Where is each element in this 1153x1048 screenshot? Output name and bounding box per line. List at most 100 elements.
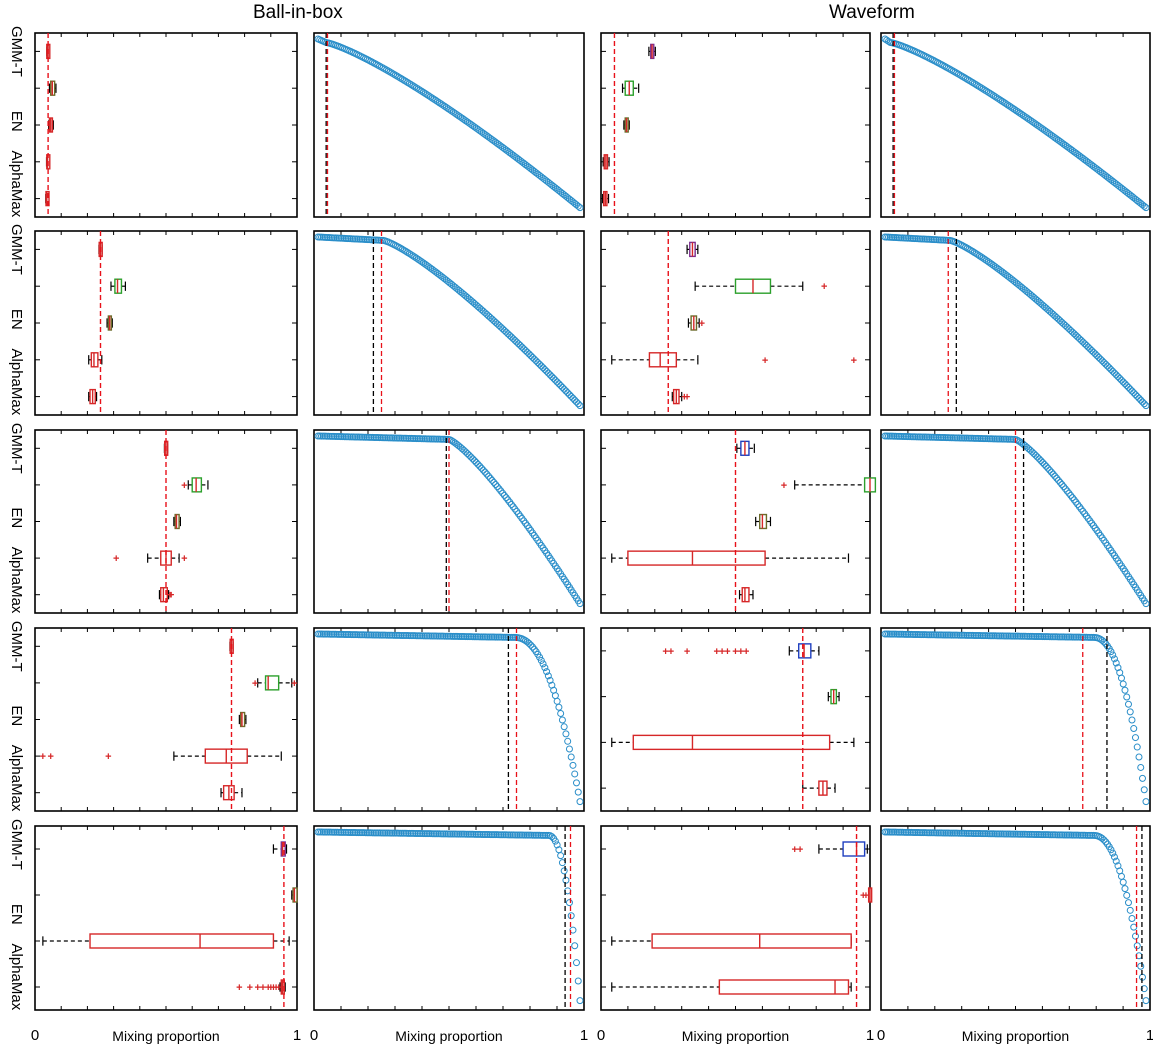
- outlier-marker: +: [105, 751, 111, 763]
- curve-point: [388, 69, 396, 77]
- curve-point: [485, 472, 493, 480]
- outlier-marker: +: [821, 281, 827, 293]
- x-axis-label: Mixing proportion: [682, 1028, 789, 1044]
- curve-point: [1095, 353, 1103, 361]
- outlier-marker: +: [684, 646, 690, 658]
- x-tick-label-max: 1: [1146, 1027, 1153, 1044]
- curve-point: [1117, 376, 1125, 384]
- curve-point: [1121, 686, 1129, 694]
- curve-point: [488, 476, 496, 484]
- curve-point: [511, 336, 519, 344]
- outlier-marker: +: [168, 590, 174, 602]
- curve-point: [435, 99, 443, 107]
- curve-point: [1105, 364, 1113, 372]
- curve-point: [576, 204, 584, 212]
- curve-point: [562, 730, 570, 738]
- box: [648, 352, 678, 368]
- curve-point: [1032, 451, 1040, 459]
- curve-point: [1030, 119, 1038, 127]
- curve-point: [963, 75, 971, 83]
- curve-point: [414, 255, 422, 263]
- curve-point: [411, 253, 419, 261]
- curve-point: [1103, 362, 1111, 370]
- curve-point: [495, 485, 503, 493]
- curve-point: [546, 676, 554, 684]
- curve-point: [1014, 108, 1022, 116]
- curve-point: [572, 959, 580, 967]
- curve-point: [1142, 600, 1150, 608]
- curve-point: [1068, 328, 1076, 336]
- curve-point: [548, 833, 556, 841]
- curve-point: [434, 98, 442, 106]
- curve-point: [991, 93, 999, 101]
- curve-point: [525, 350, 533, 358]
- curve-point: [571, 396, 579, 404]
- curve-point: [409, 82, 417, 90]
- curve-point: [500, 491, 508, 499]
- curve-point: [476, 462, 484, 470]
- curve-point: [1046, 466, 1054, 474]
- curve-point: [1121, 380, 1129, 388]
- curve-point: [1131, 391, 1139, 399]
- outlier-marker: +: [40, 751, 46, 763]
- curve-point: [1114, 373, 1122, 381]
- curve-point: [541, 664, 549, 672]
- panel-frame-r1-c2: [313, 32, 585, 218]
- curve-point: [564, 389, 572, 397]
- outlier-marker: +: [236, 982, 242, 994]
- curve-point: [1135, 394, 1143, 402]
- curve-point: [1112, 659, 1120, 667]
- outlier-marker: +: [791, 844, 797, 856]
- curve-point: [1126, 385, 1134, 393]
- x-tick-label-max: 1: [580, 1027, 588, 1044]
- panel-frame-r1-c3: [600, 32, 871, 218]
- curve-point: [530, 355, 538, 363]
- row-label-gmm-t: GMM-T: [8, 26, 25, 77]
- curve-point: [442, 103, 450, 111]
- outlier-marker: +: [732, 646, 738, 658]
- outlier-marker: +: [48, 751, 54, 763]
- curve-point: [504, 330, 512, 338]
- curve-point: [965, 76, 973, 84]
- curve-point: [1140, 202, 1148, 210]
- curve-point: [513, 338, 521, 346]
- curve-point: [1123, 382, 1131, 390]
- column-title-waveform: Waveform: [829, 2, 915, 23]
- curve-point: [390, 70, 398, 78]
- outlier-marker: +: [662, 646, 668, 658]
- curve-point: [1061, 485, 1069, 493]
- curve-point: [1137, 763, 1145, 771]
- curve-point: [456, 113, 464, 121]
- curve-point: [1042, 462, 1050, 470]
- curve-point: [499, 489, 507, 497]
- curve-point: [495, 322, 503, 330]
- curve-point: [458, 114, 466, 122]
- curve-point: [1137, 962, 1145, 970]
- curve-point: [1028, 118, 1036, 126]
- outlier-marker: +: [247, 982, 253, 994]
- curve-point: [576, 798, 584, 806]
- curve-point: [490, 478, 498, 486]
- curve-point: [976, 252, 984, 260]
- curve-point: [981, 86, 989, 94]
- curve-point: [995, 95, 1003, 103]
- curve-point: [574, 977, 582, 985]
- curve-point: [1058, 481, 1066, 489]
- curve-point: [998, 97, 1006, 105]
- curve-point: [1026, 116, 1034, 124]
- curve-point: [1040, 460, 1048, 468]
- curve-point: [1009, 104, 1017, 112]
- curve-point: [1128, 716, 1136, 724]
- curve-point: [1000, 99, 1008, 107]
- curve-point: [565, 391, 573, 399]
- curve-point: [986, 89, 994, 97]
- curve-point: [551, 376, 559, 384]
- curve-point: [1088, 346, 1096, 354]
- curve-point: [553, 378, 561, 386]
- curve-point: [409, 252, 417, 260]
- curve-point: [455, 112, 463, 120]
- curve-point: [1116, 374, 1124, 382]
- curve-point: [560, 385, 568, 393]
- row-label-en: EN: [8, 309, 25, 330]
- curve-point: [1110, 655, 1118, 663]
